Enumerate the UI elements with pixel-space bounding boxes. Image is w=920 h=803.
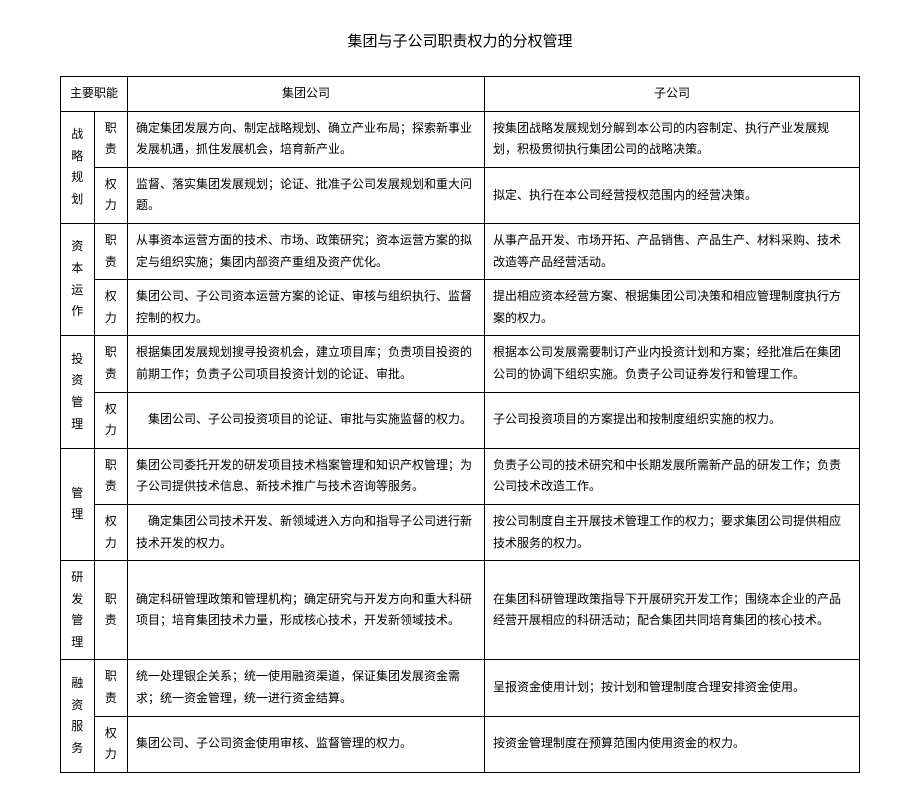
sub-cell: 从事产品开发、市场开拓、产品销售、产品生产、材料采购、技术改造等产品经营活动。	[485, 223, 860, 279]
group-cell: 集团公司、子公司投资项目的论证、审批与实施监督的权力。	[128, 392, 485, 448]
type-cell: 职责	[94, 561, 128, 660]
table-row: 权力 确定集团公司技术开发、新领域进入方向和指导子公司进行新技术开发的权力。按公…	[61, 504, 860, 560]
type-cell: 职责	[94, 660, 128, 716]
group-cell: 确定集团发展方向、制定战略规划、确立产业布局；探索新事业发展机遇，抓住发展机会，…	[128, 111, 485, 167]
type-cell: 职责	[94, 223, 128, 279]
group-cell: 确定科研管理政策和管理机构；确定研究与开发方向和重大科研项目；培育集团技术力量，…	[128, 561, 485, 660]
sub-cell: 子公司投资项目的方案提出和按制度组织实施的权力。	[485, 392, 860, 448]
page-title: 集团与子公司职责权力的分权管理	[60, 30, 860, 51]
func-cell: 融资服务	[61, 660, 95, 772]
type-cell: 权力	[94, 716, 128, 772]
table-row: 投资管理职责根据集团发展规划搜寻投资机会，建立项目库；负责项目投资的前期工作；负…	[61, 336, 860, 392]
group-cell: 集团公司、子公司资本运营方案的论证、审核与组织执行、监督控制的权力。	[128, 280, 485, 336]
func-cell: 研发管理	[61, 561, 95, 660]
type-cell: 权力	[94, 280, 128, 336]
table-row: 权力 集团公司、子公司投资项目的论证、审批与实施监督的权力。子公司投资项目的方案…	[61, 392, 860, 448]
sub-cell: 负责子公司的技术研究和中长期发展所需新产品的研发工作；负责公司技术改造工作。	[485, 448, 860, 504]
group-cell: 确定集团公司技术开发、新领域进入方向和指导子公司进行新技术开发的权力。	[128, 504, 485, 560]
group-cell: 从事资本运营方面的技术、市场、政策研究；资本运营方案的拟定与组织实施；集团内部资…	[128, 223, 485, 279]
type-cell: 权力	[94, 504, 128, 560]
type-cell: 职责	[94, 111, 128, 167]
header-group: 集团公司	[128, 77, 485, 112]
header-sub: 子公司	[485, 77, 860, 112]
func-cell: 投资管理	[61, 336, 95, 448]
group-cell: 集团公司委托开发的研发项目技术档案管理和知识产权管理；为子公司提供技术信息、新技…	[128, 448, 485, 504]
group-cell: 根据集团发展规划搜寻投资机会，建立项目库；负责项目投资的前期工作；负责子公司项目…	[128, 336, 485, 392]
sub-cell: 按公司制度自主开展技术管理工作的权力；要求集团公司提供相应技术服务的权力。	[485, 504, 860, 560]
table-row: 管理职责集团公司委托开发的研发项目技术档案管理和知识产权管理；为子公司提供技术信…	[61, 448, 860, 504]
table-row: 资本运作职责从事资本运营方面的技术、市场、政策研究；资本运营方案的拟定与组织实施…	[61, 223, 860, 279]
table-row: 战略规划职责确定集团发展方向、制定战略规划、确立产业布局；探索新事业发展机遇，抓…	[61, 111, 860, 167]
group-cell: 集团公司、子公司资金使用审核、监督管理的权力。	[128, 716, 485, 772]
table-row: 研发管理职责确定科研管理政策和管理机构；确定研究与开发方向和重大科研项目；培育集…	[61, 561, 860, 660]
header-func: 主要职能	[61, 77, 128, 112]
sub-cell: 呈报资金使用计划；按计划和管理制度合理安排资金使用。	[485, 660, 860, 716]
func-cell: 管理	[61, 448, 95, 560]
group-cell: 统一处理银企关系；统一使用融资渠道，保证集团发展资金需求；统一资金管理，统一进行…	[128, 660, 485, 716]
sub-cell: 按资金管理制度在预算范围内使用资金的权力。	[485, 716, 860, 772]
sub-cell: 拟定、执行在本公司经营授权范围内的经营决策。	[485, 167, 860, 223]
sub-cell: 按集团战略发展规划分解到本公司的内容制定、执行产业发展规划，积极贯彻执行集团公司…	[485, 111, 860, 167]
table-header-row: 主要职能 集团公司 子公司	[61, 77, 860, 112]
sub-cell: 根据本公司发展需要制订产业内投资计划和方案；经批准后在集团公司的协调下组织实施。…	[485, 336, 860, 392]
type-cell: 权力	[94, 392, 128, 448]
sub-cell: 在集团科研管理政策指导下开展研究开发工作；围绕本企业的产品经营开展相应的科研活动…	[485, 561, 860, 660]
table-row: 权力监督、落实集团发展规划；论证、批准子公司发展规划和重大问题。拟定、执行在本公…	[61, 167, 860, 223]
main-table: 主要职能 集团公司 子公司 战略规划职责确定集团发展方向、制定战略规划、确立产业…	[60, 76, 860, 773]
type-cell: 职责	[94, 336, 128, 392]
type-cell: 权力	[94, 167, 128, 223]
table-row: 权力集团公司、子公司资本运营方案的论证、审核与组织执行、监督控制的权力。提出相应…	[61, 280, 860, 336]
func-cell: 资本运作	[61, 223, 95, 335]
sub-cell: 提出相应资本经营方案、根据集团公司决策和相应管理制度执行方案的权力。	[485, 280, 860, 336]
type-cell: 职责	[94, 448, 128, 504]
func-cell: 战略规划	[61, 111, 95, 223]
group-cell: 监督、落实集团发展规划；论证、批准子公司发展规划和重大问题。	[128, 167, 485, 223]
table-row: 权力集团公司、子公司资金使用审核、监督管理的权力。按资金管理制度在预算范围内使用…	[61, 716, 860, 772]
table-row: 融资服务职责统一处理银企关系；统一使用融资渠道，保证集团发展资金需求；统一资金管…	[61, 660, 860, 716]
